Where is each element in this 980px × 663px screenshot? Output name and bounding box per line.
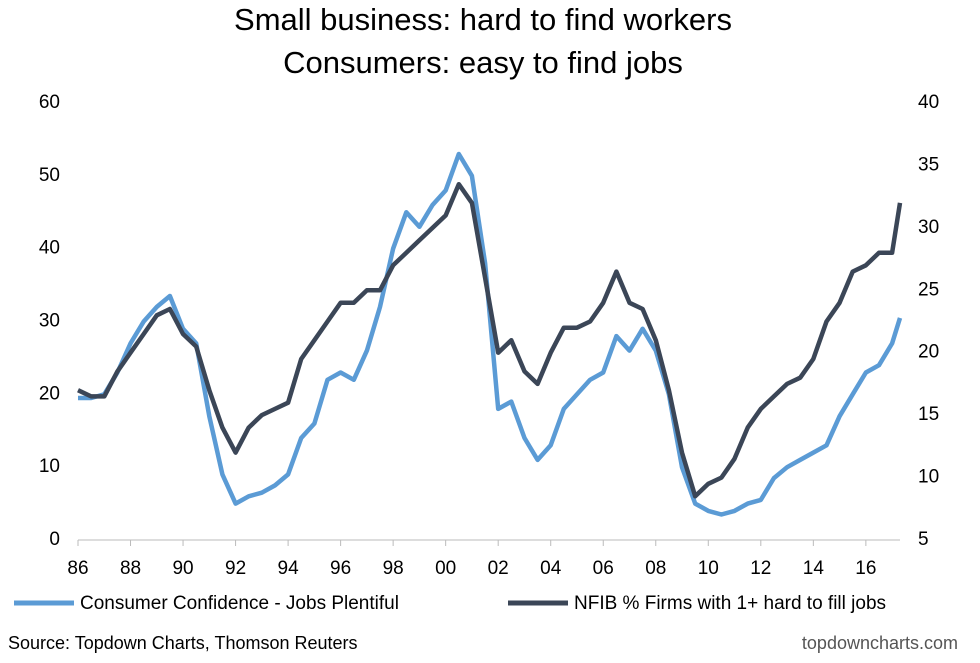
- x-tick-label: 94: [278, 558, 300, 579]
- y2-tick-label: 5: [918, 529, 929, 550]
- x-tick-label: 06: [593, 558, 614, 579]
- y2-tick-label: 20: [918, 342, 939, 363]
- x-tick-label: 16: [855, 558, 876, 579]
- y-tick-label: 0: [49, 529, 60, 550]
- legend-label: NFIB % Firms with 1+ hard to fill jobs: [574, 593, 886, 614]
- series-line: [78, 151, 903, 517]
- y-tick-label: 50: [39, 165, 60, 186]
- y2-tick-label: 10: [918, 467, 939, 488]
- x-tick-label: 00: [435, 558, 456, 579]
- x-tick-label: 08: [645, 558, 666, 579]
- legend-label: Consumer Confidence - Jobs Plentiful: [80, 593, 399, 614]
- x-tick-label: 92: [225, 558, 246, 579]
- x-tick-label: 10: [698, 558, 719, 579]
- source: Source: Topdown Charts, Thomson Reuters: [8, 633, 358, 653]
- chart-title: Small business: hard to find workers: [234, 2, 732, 37]
- y2-tick-label: 40: [918, 92, 939, 113]
- y2-tick-label: 35: [918, 154, 939, 175]
- x-tick-label: 14: [803, 558, 825, 579]
- x-tick-label: 12: [750, 558, 771, 579]
- y-tick-label: 60: [39, 92, 60, 113]
- x-tick-label: 98: [383, 558, 404, 579]
- x-tick-label: 86: [67, 558, 88, 579]
- y2-tick-label: 15: [918, 404, 939, 425]
- y2-tick-label: 30: [918, 217, 939, 238]
- y-tick-label: 20: [39, 383, 60, 404]
- y-tick-label: 30: [39, 311, 60, 332]
- x-tick-label: 88: [120, 558, 141, 579]
- credit: topdowncharts.com: [802, 633, 958, 653]
- series-line: [77, 181, 903, 499]
- x-tick-label: 96: [330, 558, 351, 579]
- x-tick-label: 04: [540, 558, 562, 579]
- y2-tick-label: 25: [918, 279, 939, 300]
- y-tick-label: 40: [39, 238, 60, 259]
- x-tick-label: 90: [172, 558, 193, 579]
- chart-subtitle: Consumers: easy to find jobs: [283, 45, 683, 80]
- x-tick-label: 02: [488, 558, 509, 579]
- y-tick-label: 10: [39, 456, 60, 477]
